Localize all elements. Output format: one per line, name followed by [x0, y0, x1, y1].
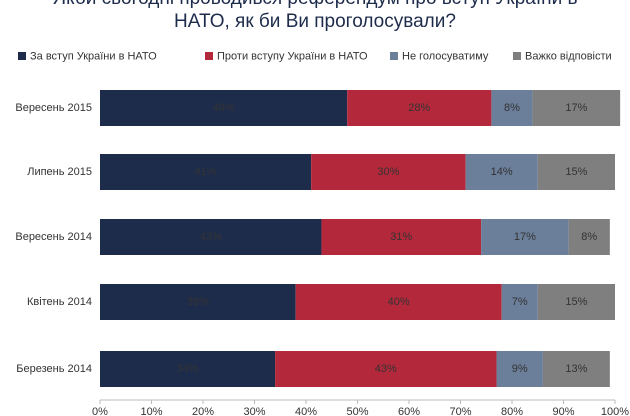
bar-segment	[465, 154, 538, 190]
legend-swatch	[18, 52, 26, 60]
y-tick-label: Вересень 2015	[15, 102, 92, 114]
bar-segment	[311, 154, 466, 190]
bar-segment	[100, 219, 322, 255]
x-tick-label: 20%	[192, 406, 214, 416]
bar-segment	[481, 219, 569, 255]
value-label: 43%	[375, 363, 397, 375]
legend-label: За вступ України в НАТО	[30, 50, 157, 62]
bar-segment	[347, 90, 492, 126]
value-label: 15%	[565, 166, 587, 178]
x-tick-label: 40%	[295, 406, 317, 416]
bar-segment	[537, 154, 615, 190]
x-tick-label: 90%	[552, 406, 574, 416]
value-label: 40%	[388, 296, 410, 308]
chart-title: Якби сьогодні проводився референдум про …	[52, 0, 577, 32]
value-label: 17%	[514, 231, 536, 243]
x-tick-label: 30%	[243, 406, 265, 416]
value-label: 9%	[512, 363, 528, 375]
value-label: 38%	[187, 296, 209, 308]
legend-swatch	[205, 52, 213, 60]
bar-segment	[532, 90, 621, 126]
y-tick-label: Липень 2015	[27, 166, 92, 178]
x-tick-label: 50%	[346, 406, 368, 416]
x-tick-label: 80%	[501, 406, 523, 416]
bar-segment	[100, 284, 296, 320]
value-label: 31%	[390, 231, 412, 243]
value-label: 14%	[491, 166, 513, 178]
bar-segment	[100, 90, 348, 126]
bar-segment	[491, 90, 533, 126]
x-tick-label: 0%	[92, 406, 108, 416]
legend-swatch	[390, 52, 398, 60]
value-label: 8%	[504, 102, 520, 114]
value-label: 15%	[565, 296, 587, 308]
bar-segment	[321, 219, 482, 255]
value-label: 41%	[195, 166, 217, 178]
x-tick-label: 10%	[140, 406, 162, 416]
bar-segment	[295, 284, 502, 320]
bar-segment	[568, 219, 610, 255]
legend-swatch	[513, 52, 521, 60]
x-tick-label: 60%	[398, 406, 420, 416]
x-tick-label: 70%	[449, 406, 471, 416]
bar-segment	[496, 351, 543, 387]
legend-label: Не голосуватиму	[402, 50, 489, 62]
value-label: 8%	[581, 231, 597, 243]
bar-segment	[542, 351, 610, 387]
bar-segment	[100, 351, 276, 387]
value-label: 30%	[377, 166, 399, 178]
value-label: 34%	[177, 363, 199, 375]
bar-segment	[501, 284, 538, 320]
x-tick-label: 100%	[601, 406, 629, 416]
value-label: 17%	[565, 102, 587, 114]
legend-label: Важко відповісти	[525, 50, 612, 62]
value-label: 43%	[200, 231, 222, 243]
value-label: 28%	[408, 102, 430, 114]
value-label: 48%	[213, 102, 235, 114]
y-tick-label: Квітень 2014	[27, 296, 92, 308]
bar-segment	[537, 284, 615, 320]
legend-label: Проти вступу України в НАТО	[217, 50, 368, 62]
value-label: 13%	[565, 363, 587, 375]
value-label: 7%	[512, 296, 528, 308]
y-tick-label: Березень 2014	[16, 363, 92, 375]
bar-segment	[100, 154, 312, 190]
bar-segment	[275, 351, 497, 387]
y-tick-label: Вересень 2014	[15, 231, 92, 243]
